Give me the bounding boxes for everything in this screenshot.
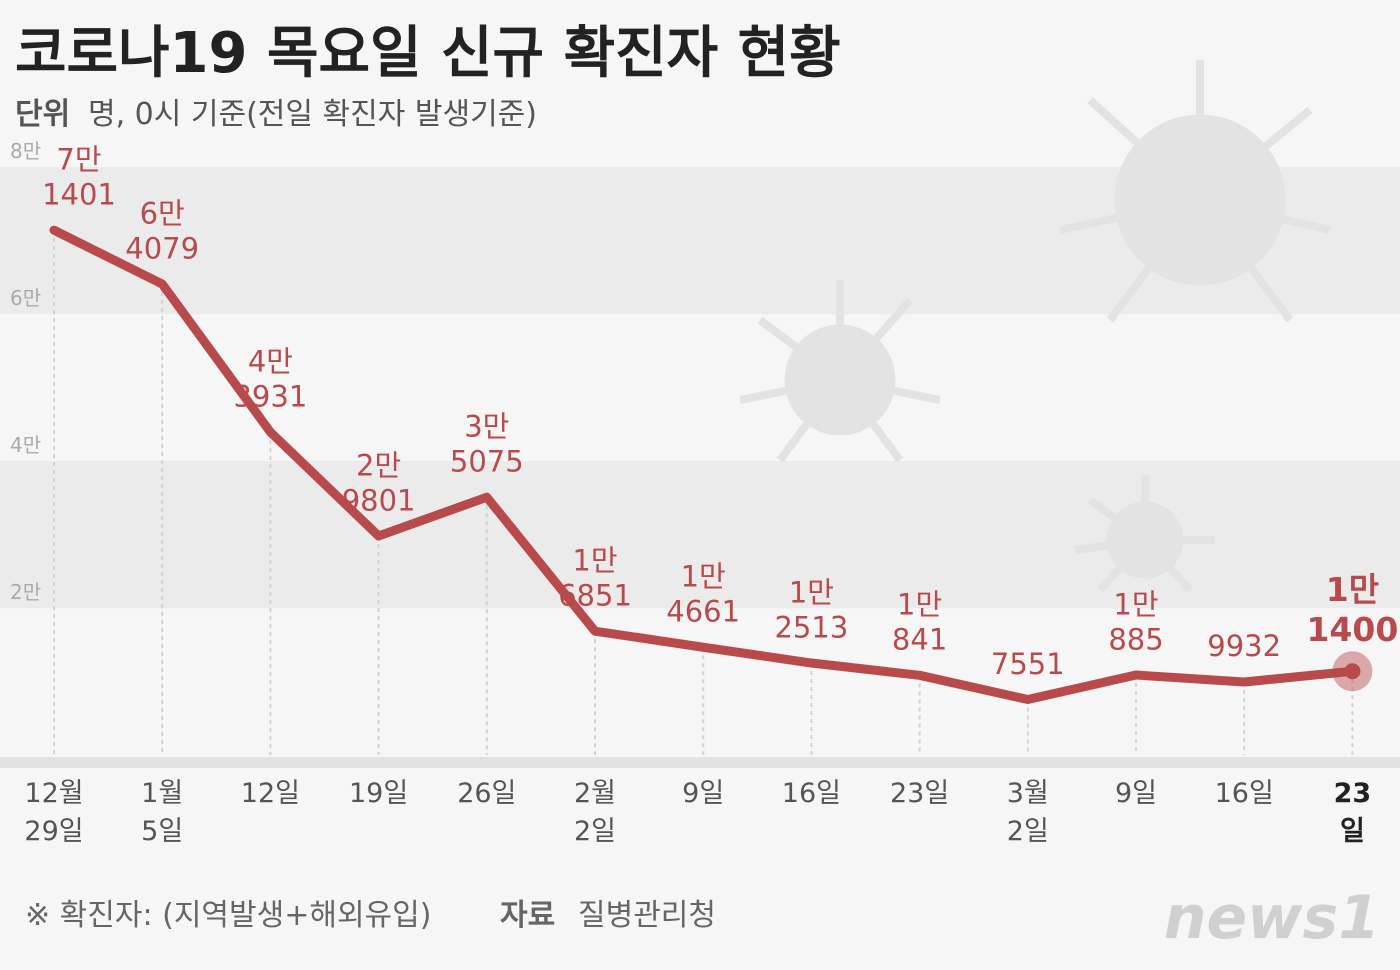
x-tick-label: 23일 [889,778,950,809]
y-tick-label: 8만 [10,139,42,163]
point [591,627,599,636]
x-tick-label: 16일 [1214,778,1274,809]
data-label: 7551 [990,646,1065,681]
data-label: 1만 885 [1108,587,1164,657]
y-tick-label: 4만 [10,433,42,457]
point [1132,670,1140,679]
footnote: ※ 확진자: (지역발생+해외유입) [25,898,431,933]
data-label: 1만 841 [891,587,948,657]
y-tick-label: 2만 [10,580,42,604]
x-tick-label: 9일 [1114,778,1158,809]
point [482,493,491,502]
point [1023,695,1032,704]
unit-label: 단위 [15,97,70,132]
x-tick-label: 12일 [240,778,300,809]
x-tick-label: 23일 [1333,778,1372,847]
chart-title: 코로나19 목요일 신규 확진자 현황 [15,21,841,86]
point [158,280,167,289]
point [915,671,924,680]
subtitle: 명, 0시 기준(전일 확진자 발생기준) [88,97,537,132]
data-label: 3만 5075 [449,409,524,479]
point [1344,663,1361,680]
data-label: 4만 3931 [233,344,308,414]
source-label: 자료 [500,898,555,933]
point [266,428,275,437]
x-tick-label: 16일 [781,778,841,809]
data-label: 7만 1401 [42,142,116,212]
data-label: 1만 4661 [666,559,741,629]
axis-band [0,757,1400,768]
data-label: 9932 [1207,629,1282,664]
point [807,659,816,668]
data-label: 1만 1400 [1306,570,1399,649]
x-tick-label: 2월 2일 [573,778,617,847]
y-tick-label: 6만 [10,286,42,310]
virus-decoration [739,60,1331,593]
data-label: 6만 4079 [125,196,200,266]
x-tick-label: 19일 [348,778,409,809]
x-tick-label: 9일 [682,778,725,809]
data-label: 1만 6851 [558,543,632,613]
source: 질병관리청 [578,898,716,933]
point [1240,677,1249,686]
point [374,531,383,540]
point [50,226,58,235]
x-tick-label: 1월 5일 [141,778,184,847]
data-label: 1만 2513 [774,575,849,645]
logo: news1 [1164,883,1380,953]
x-tick-label: 12월 29일 [24,778,84,847]
x-tick-label: 26일 [457,778,517,809]
x-tick-label: 3월 2일 [1006,778,1049,847]
point [699,643,708,652]
data-label: 2만 9801 [341,448,416,518]
